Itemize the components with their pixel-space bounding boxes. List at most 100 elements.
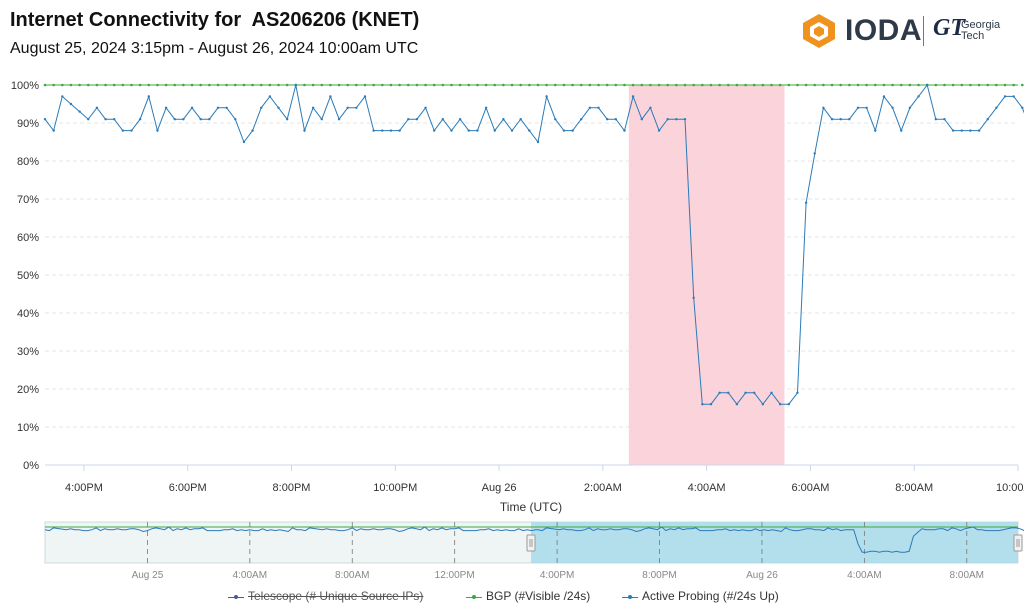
x-tick-label: 6:00PM <box>169 482 207 494</box>
bgp-point <box>182 83 185 87</box>
bgp-point <box>908 83 912 87</box>
bgp-point <box>476 83 479 87</box>
bgp-point <box>285 83 289 87</box>
bgp-point <box>199 83 202 87</box>
active-probing-point <box>294 83 298 87</box>
bgp-point <box>467 83 471 87</box>
legend-item-active-probing[interactable]: Active Probing (#/24s Up) <box>622 588 779 604</box>
legend-label-telescope: Telescope (# Unique Source IPs) <box>248 589 424 603</box>
bgp-point <box>830 83 834 87</box>
bgp-point <box>216 83 220 87</box>
active-probing-point <box>510 129 514 132</box>
active-probing-point <box>709 403 713 406</box>
bgp-point <box>675 83 678 87</box>
bgp-point <box>320 83 324 87</box>
connectivity-chart[interactable]: 0% 10% 20% 30% 40% 50% 60% 70% 80% 90% 100% 4:00PM… <box>0 0 1024 588</box>
bgp-point <box>752 83 756 87</box>
y-tick-label: 30% <box>17 346 39 358</box>
bgp-point <box>986 83 990 87</box>
legend-label-bgp: BGP (#Visible /24s) <box>486 589 591 603</box>
x-tick-label: 8:00AM <box>895 482 933 494</box>
bgp-point <box>683 83 687 87</box>
bgp-point <box>701 83 704 87</box>
legend-label-active-probing: Active Probing (#/24s Up) <box>642 589 779 603</box>
bgp-point <box>597 83 600 87</box>
active-probing-point <box>882 95 886 98</box>
bgp-point <box>640 83 644 87</box>
active-probing-point <box>389 129 393 132</box>
bgp-point <box>804 83 808 87</box>
active-probing-point <box>830 118 834 121</box>
bgp-point <box>484 83 488 87</box>
legend-item-telescope[interactable]: Telescope (# Unique Source IPs) <box>228 588 423 604</box>
bgp-point <box>995 83 998 87</box>
active-probing-point <box>943 118 946 121</box>
active-probing-point <box>623 129 626 132</box>
navigator-gridlines <box>147 522 968 563</box>
active-probing-point <box>1003 95 1007 98</box>
logo-area: IODA GT Georgia Tech <box>799 12 1014 50</box>
active-probing-point <box>225 106 228 110</box>
active-probing-point <box>458 118 462 121</box>
y-tick-label: 50% <box>17 270 39 282</box>
active-probing-point <box>588 106 592 110</box>
active-probing-point <box>164 106 168 110</box>
bgp-point <box>190 83 194 87</box>
active-probing-point <box>951 129 955 132</box>
navigator-selection[interactable] <box>531 522 1018 563</box>
navigator-right-handle[interactable] <box>1013 534 1023 552</box>
active-probing-point <box>216 106 220 110</box>
bgp-point <box>605 83 609 87</box>
active-probing-point <box>234 118 237 121</box>
bgp-point <box>233 83 237 87</box>
y-tick-label: 40% <box>17 308 39 320</box>
active-probing-point <box>112 118 116 121</box>
bgp-point <box>95 83 99 87</box>
bgp-point <box>934 83 938 87</box>
bgp-point <box>1021 83 1024 87</box>
bgp-point <box>78 83 81 87</box>
active-probing-point <box>52 129 55 132</box>
bgp-point <box>649 83 652 87</box>
active-probing-point <box>934 118 938 121</box>
active-probing-point <box>605 118 609 121</box>
active-probing-point <box>69 102 73 106</box>
active-probing-point <box>848 118 851 121</box>
active-probing-point <box>190 106 194 110</box>
bgp-point <box>726 83 730 87</box>
telescope-swatch-icon <box>228 593 244 601</box>
navigator-tick-label: 8:00AM <box>950 570 984 581</box>
bgp-point <box>692 83 695 87</box>
navigator-tick-label: 4:00AM <box>233 570 267 581</box>
y-tick-label: 0% <box>23 460 39 472</box>
bgp-point <box>882 83 886 87</box>
active-probing-point <box>277 106 280 110</box>
active-probing-point <box>415 118 419 121</box>
navigator-x-ticks: Aug 25 4:00AM 8:00AM 12:00PM 4:00PM 8:00PM Aug… <box>132 570 984 581</box>
bgp-point <box>796 83 799 87</box>
bgp-point <box>562 83 566 87</box>
active-probing-point <box>95 106 99 110</box>
bgp-point <box>735 83 739 87</box>
active-probing-point <box>813 152 816 155</box>
navigator-left-handle[interactable] <box>526 534 536 552</box>
bgp-point <box>709 83 713 87</box>
bgp-point <box>277 83 280 87</box>
active-probing-point <box>242 140 246 144</box>
bgp-point <box>60 83 64 87</box>
active-probing-point <box>865 106 868 110</box>
bgp-point <box>813 83 817 87</box>
bgp-point <box>69 83 73 87</box>
legend-item-bgp[interactable]: BGP (#Visible /24s) <box>466 588 590 604</box>
bgp-point <box>138 83 142 87</box>
bgp-point <box>969 83 972 87</box>
bgp-point <box>424 83 427 87</box>
bgp-swatch-icon <box>466 593 482 601</box>
bgp-point <box>52 83 55 87</box>
time-navigator[interactable]: Aug 25 4:00AM 8:00AM 12:00PM 4:00PM 8:00PM Aug… <box>44 521 1024 581</box>
x-tick-label: 4:00AM <box>688 482 726 494</box>
bgp-point <box>778 83 782 87</box>
outage-highlight-band <box>628 85 785 465</box>
active-probing-point <box>744 391 747 394</box>
bgp-point <box>432 83 436 87</box>
